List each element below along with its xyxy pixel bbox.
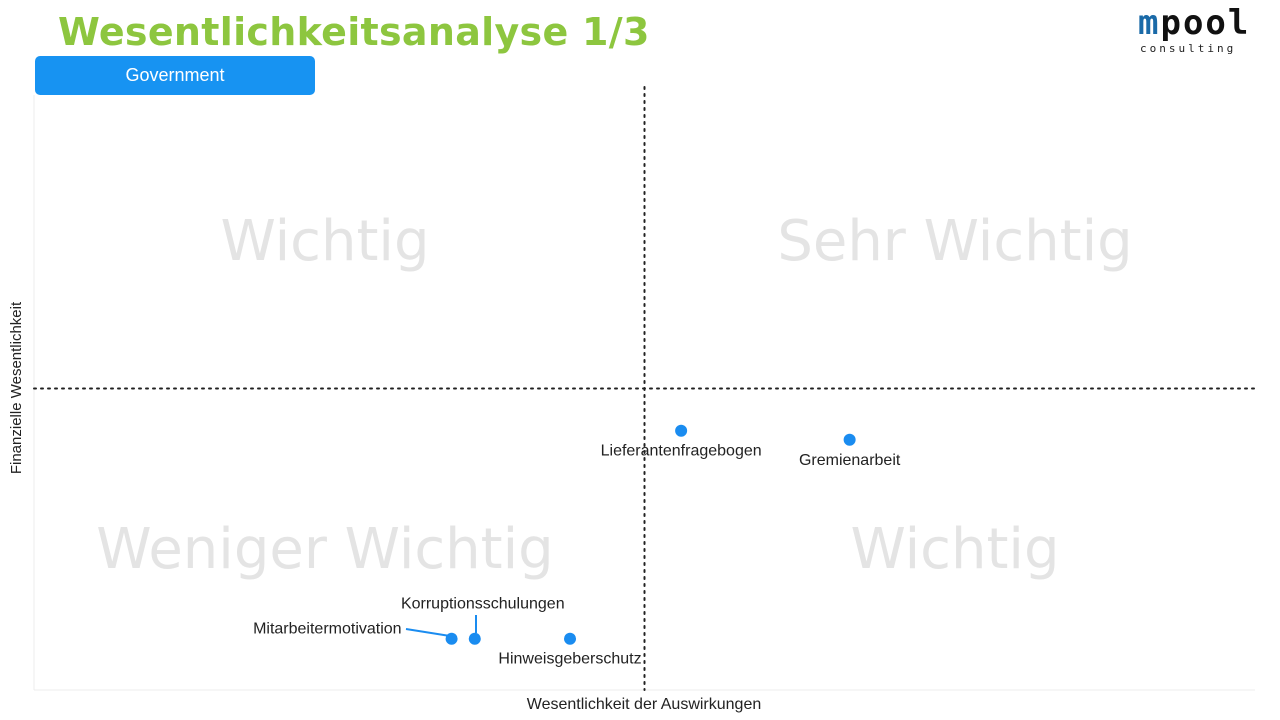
leader-line-mitarbeitermotivation bbox=[405, 628, 451, 637]
quadrant-bottom-right: Wichtig bbox=[850, 517, 1059, 582]
quadrant-top-left: Wichtig bbox=[220, 209, 429, 274]
company-logo: mpool consulting bbox=[1138, 4, 1258, 60]
quadrant-bottom-left: Weniger Wichtig bbox=[96, 517, 553, 582]
data-point-hinweisgeberschutz bbox=[564, 632, 577, 645]
quadrant-top-right: Sehr Wichtig bbox=[777, 209, 1132, 274]
point-label-hinweisgeberschutz: Hinweisgeberschutz bbox=[498, 651, 641, 668]
point-label-korruptionsschulungen: Korruptionsschulungen bbox=[401, 596, 565, 613]
data-point-mitarbeitermotivation bbox=[445, 632, 458, 645]
page-title: Wesentlichkeitsanalyse 1/3 bbox=[58, 10, 650, 54]
y-axis-label: Finanzielle Wesentlichkeit bbox=[8, 301, 25, 475]
x-axis-label: Wesentlichkeit der Auswirkungen bbox=[526, 696, 762, 713]
data-point-korruptionsschulungen bbox=[468, 632, 481, 645]
data-points: Lieferantenfragebogen Gremienarbeit Mitarb… bbox=[253, 424, 901, 668]
logo-initial: m bbox=[1138, 3, 1161, 43]
tab-government[interactable]: Government bbox=[35, 56, 315, 95]
data-point-lieferantenfragebogen bbox=[675, 424, 688, 437]
point-label-mitarbeitermotivation: Mitarbeitermotivation bbox=[253, 621, 402, 638]
point-label-gremienarbeit: Gremienarbeit bbox=[799, 452, 901, 469]
point-label-lieferantenfragebogen: Lieferantenfragebogen bbox=[601, 443, 762, 460]
logo-subtitle: consulting bbox=[1140, 42, 1237, 55]
logo-rest: pool bbox=[1160, 3, 1251, 43]
logo-wordmark: mpool bbox=[1138, 4, 1258, 42]
data-point-gremienarbeit bbox=[843, 433, 856, 446]
